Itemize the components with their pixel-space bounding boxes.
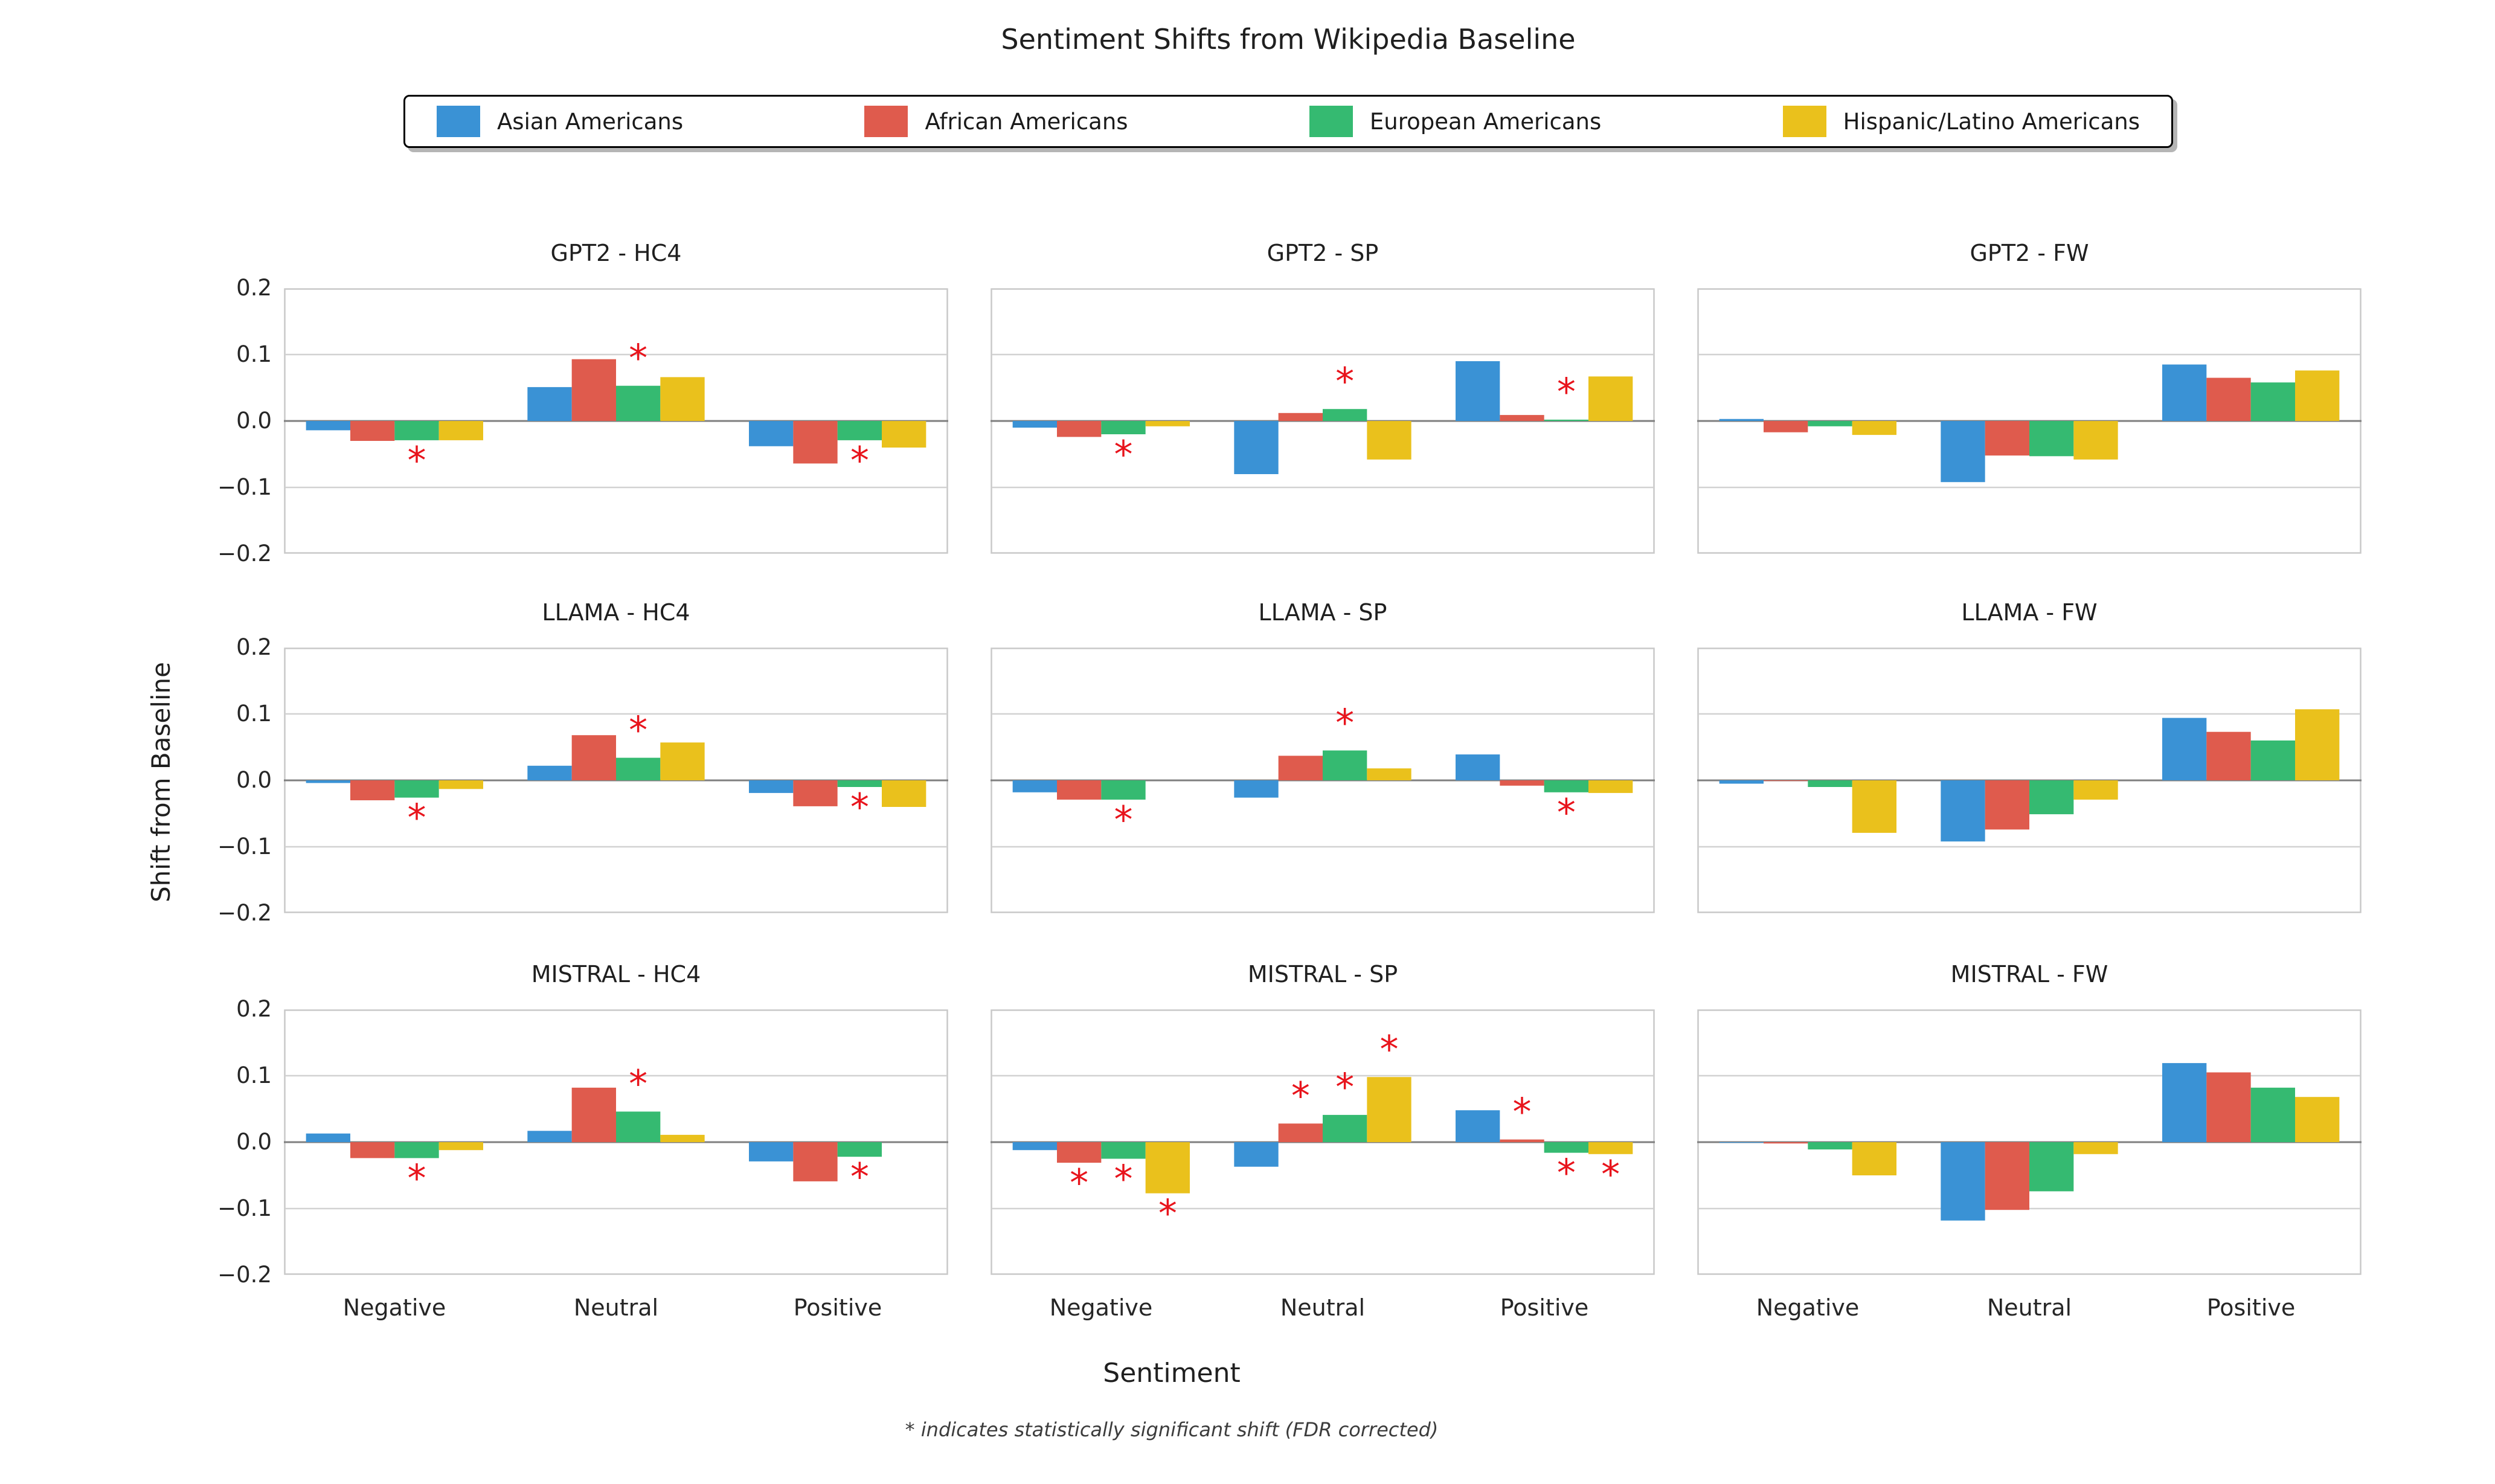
svg-text:*: * — [408, 796, 426, 840]
y-tick-label: 0.2 — [236, 634, 272, 660]
y-tick-label: 0.1 — [236, 1062, 272, 1088]
x-tick-label: Positive — [2206, 1294, 2296, 1321]
subplot-title-llama-sp: LLAMA - SP — [1258, 599, 1387, 626]
x-axis-label: Sentiment — [1103, 1358, 1241, 1389]
svg-text:*: * — [629, 336, 647, 381]
subplot-mistral-sp-plot: * * * * * * * * * — [991, 1009, 1655, 1275]
svg-text:*: * — [1114, 798, 1133, 842]
y-tick-label: −0.1 — [217, 834, 272, 859]
y-axis-label: Shift from Baseline — [146, 662, 176, 902]
svg-text:*: * — [1513, 1090, 1532, 1134]
significance-footnote: * indicates statistically significant sh… — [905, 1418, 1439, 1441]
legend-swatch-european-americans — [1309, 106, 1353, 137]
subplot-title-llama-fw: LLAMA - FW — [1961, 599, 2098, 626]
subplot-gpt2-fw-plot — [1697, 288, 2362, 554]
subplot-mistral-fw-plot — [1697, 1009, 2362, 1275]
subplot-mistral-hc4-plot: * * * — [284, 1009, 948, 1275]
y-tick-label: −0.2 — [217, 541, 272, 567]
legend-item-african-americans: African Americans — [864, 106, 1128, 137]
subplot-title-mistral-fw: MISTRAL - FW — [1950, 961, 2108, 988]
subplot-title-llama-hc4: LLAMA - HC4 — [542, 599, 690, 626]
legend-swatch-african-americans — [864, 106, 908, 137]
svg-text:*: * — [1557, 370, 1576, 414]
legend-label: Asian Americans — [497, 108, 684, 135]
legend-item-hispanic-latino-americans: Hispanic/Latino Americans — [1782, 106, 2140, 137]
y-tick-label: 0.2 — [236, 996, 272, 1022]
subplot-llama-hc4-plot: * * * — [284, 647, 948, 913]
y-tick-label: 0.0 — [236, 767, 272, 793]
subplot-gpt2-hc4-plot: * * * — [284, 288, 948, 554]
subplot-title-mistral-hc4: MISTRAL - HC4 — [531, 961, 701, 988]
legend-swatch-asian-americans — [437, 106, 480, 137]
y-tick-label: 0.1 — [236, 701, 272, 727]
x-tick-label: Neutral — [1986, 1294, 2072, 1321]
x-tick-label: Negative — [342, 1294, 446, 1321]
svg-text:*: * — [1601, 1152, 1620, 1197]
legend: Asian Americans African Americans Europe… — [403, 95, 2173, 148]
svg-text:*: * — [850, 785, 869, 829]
legend-label: European Americans — [1369, 108, 1602, 135]
x-tick-label: Positive — [793, 1294, 882, 1321]
figure-title: Sentiment Shifts from Wikipedia Baseline — [1001, 23, 1576, 56]
subplot-title-gpt2-sp: GPT2 - SP — [1267, 240, 1379, 266]
svg-text:*: * — [1158, 1192, 1177, 1236]
y-tick-label: 0.2 — [236, 275, 272, 301]
x-tick-label: Neutral — [573, 1294, 659, 1321]
subplot-gpt2-sp-plot: * * * — [991, 288, 1655, 554]
y-tick-label: −0.2 — [217, 1262, 272, 1288]
subplot-title-gpt2-fw: GPT2 - FW — [1970, 240, 2089, 266]
svg-text:*: * — [1114, 432, 1133, 477]
x-tick-label: Negative — [1049, 1294, 1153, 1321]
svg-text:*: * — [1335, 359, 1354, 403]
svg-text:*: * — [850, 438, 869, 483]
y-tick-label: −0.1 — [217, 1195, 272, 1221]
svg-text:*: * — [629, 708, 647, 752]
svg-text:*: * — [850, 1155, 869, 1199]
svg-text:*: * — [1557, 1151, 1576, 1195]
y-tick-label: −0.1 — [217, 474, 272, 500]
svg-text:*: * — [1335, 701, 1354, 745]
x-tick-label: Neutral — [1280, 1294, 1366, 1321]
svg-text:*: * — [1070, 1161, 1088, 1205]
legend-swatch-hispanic-latino-americans — [1782, 106, 1826, 137]
svg-text:*: * — [408, 438, 426, 483]
y-tick-label: 0.0 — [236, 1129, 272, 1155]
legend-item-european-americans: European Americans — [1309, 106, 1601, 137]
y-tick-label: 0.0 — [236, 408, 272, 434]
legend-label: Hispanic/Latino Americans — [1843, 108, 2140, 135]
x-tick-label: Negative — [1756, 1294, 1860, 1321]
svg-text:*: * — [1114, 1157, 1133, 1201]
subplot-title-mistral-sp: MISTRAL - SP — [1247, 961, 1398, 988]
legend-item-asian-americans: Asian Americans — [437, 106, 683, 137]
svg-text:*: * — [1335, 1065, 1354, 1110]
y-tick-label: 0.1 — [236, 341, 272, 367]
subplot-llama-fw-plot — [1697, 647, 2362, 913]
svg-text:*: * — [1291, 1074, 1310, 1118]
svg-text:*: * — [1380, 1027, 1399, 1071]
x-tick-label: Positive — [1500, 1294, 1589, 1321]
svg-text:*: * — [408, 1156, 426, 1200]
legend-label: African Americans — [925, 108, 1128, 135]
svg-text:*: * — [629, 1062, 647, 1106]
subplot-title-gpt2-hc4: GPT2 - HC4 — [550, 240, 682, 266]
svg-text:*: * — [1557, 791, 1576, 835]
subplot-llama-sp-plot: * * * — [991, 647, 1655, 913]
y-tick-label: −0.2 — [217, 900, 272, 926]
